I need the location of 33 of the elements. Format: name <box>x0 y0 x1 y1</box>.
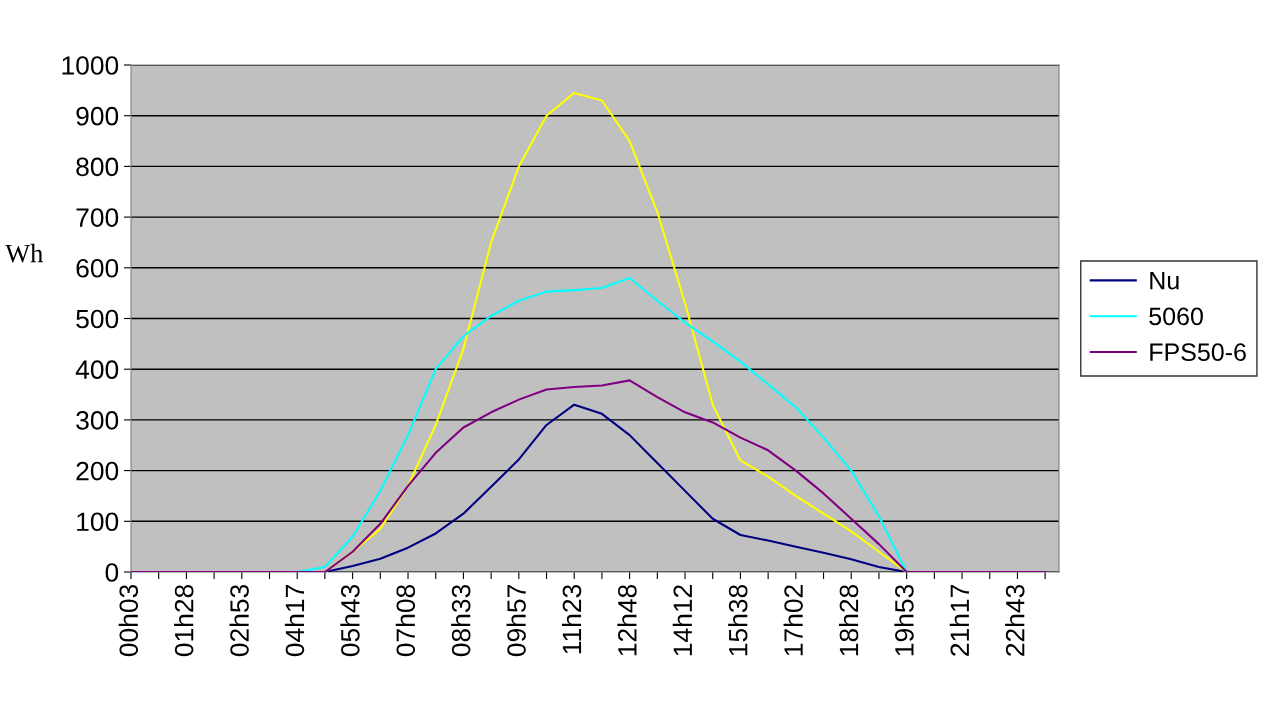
x-tick-label: 18h28 <box>838 584 859 656</box>
y-tick-label: 200 <box>76 461 119 481</box>
x-tick-label: 22h43 <box>1005 584 1025 656</box>
x-tick-label: 14h12 <box>672 585 692 656</box>
y-tick-label: 600 <box>76 258 119 278</box>
y-tick-label: 300 <box>76 411 119 430</box>
y-tick-label: 700 <box>76 208 119 227</box>
x-tick-label: 11h23 <box>561 584 582 654</box>
y-axis-title: Wh <box>5 243 43 263</box>
legend-label: FPS50-6 <box>1150 343 1246 362</box>
y-tick-label: 1000 <box>62 56 119 75</box>
y-tick-label: 900 <box>76 106 119 126</box>
y-tick-label: 100 <box>77 512 119 532</box>
line-series <box>131 379 1047 572</box>
x-tick-label: 05h43 <box>340 584 360 657</box>
x-tick-label: 04h17 <box>284 585 305 657</box>
x-tick-label: 12h48 <box>617 584 637 656</box>
y-tick-label: 500 <box>76 309 119 329</box>
x-tick-label: 17h02 <box>783 585 803 656</box>
x-tick-label: 02h53 <box>229 584 249 657</box>
y-tick-label: 400 <box>75 360 119 380</box>
x-tick-label: 07h08 <box>395 584 416 657</box>
x-tick-label: 09h57 <box>506 585 526 657</box>
x-tick-label: 19h53 <box>894 584 914 656</box>
x-tick-label: 01h28 <box>174 584 194 657</box>
x-tick-label: 00h03 <box>118 584 139 657</box>
x-tick-label: 15h38 <box>728 584 748 656</box>
x-tick-label: 08h33 <box>451 584 471 657</box>
legend-label: 5060 <box>1149 307 1203 326</box>
y-tick-label: 0 <box>105 563 119 582</box>
x-tick-label: 21h17 <box>949 585 969 656</box>
y-tick-label: 800 <box>76 157 119 177</box>
legend-label: Nu <box>1150 271 1179 290</box>
